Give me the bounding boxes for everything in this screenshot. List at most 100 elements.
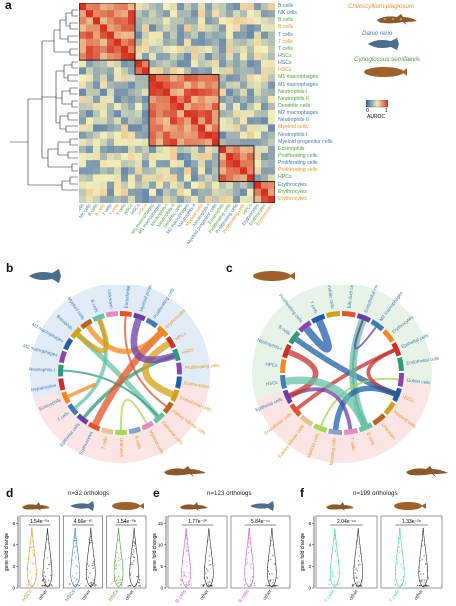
heatmap-cell [149,31,157,40]
violin-point [186,543,188,545]
violin-point [270,579,272,581]
heatmap-cell [205,67,213,75]
heatmap-cell [128,188,136,197]
heatmap-cell [247,67,255,75]
heatmap-cell [114,188,122,197]
violin-ytick: 0 [12,586,15,591]
heatmap-cell [170,31,178,40]
heatmap-cell [107,10,115,18]
heatmap-cell [149,60,157,68]
violin-point [207,584,210,586]
heatmap-cell [149,174,157,182]
heatmap-cell [233,181,241,190]
panel-a-label: a [5,0,12,12]
violin-pvalue: 4.66e⁻¹⁰ [74,519,93,525]
heatmap-cell [156,88,164,97]
circos-segment [156,325,169,338]
heatmap-cell [261,81,269,90]
heatmap-cell [219,17,227,25]
violin-point [244,583,246,585]
heatmap-cell [268,188,275,197]
heatmap-cell [240,17,248,25]
heatmap-cell [219,53,227,61]
heatmap-cell [100,45,108,54]
violin-point [332,575,335,577]
heatmap-cell [170,131,178,140]
heatmap-cell [86,81,94,90]
violin-point [93,561,95,563]
heatmap-cell [100,138,108,147]
circos-segment [170,389,180,403]
heatmap-cell [107,117,115,125]
violin-point [336,554,338,556]
violin-point [75,544,77,547]
heatmap-cell [247,110,255,118]
heatmap-cell [254,110,262,118]
heatmap-cell [205,3,213,11]
violin-point [203,585,205,587]
heatmap-cluster-box [148,73,220,147]
circos-link [67,383,96,399]
heatmap-cell [226,160,234,168]
violin-point [28,580,30,582]
violin-point [37,584,39,586]
heatmap-cell [170,110,178,118]
circos-label: Erythrocytes [184,380,211,389]
circos-segment [282,389,293,404]
violin-point [394,584,396,587]
violin-point [50,574,52,577]
heatmap-cell [86,31,94,40]
heatmap-cell [254,17,262,25]
circos-link [119,398,148,431]
violin-point [183,575,185,577]
heatmap-cell [212,53,220,61]
heatmap-cell [107,88,115,97]
heatmap-cell [191,153,199,161]
heatmap-cell [100,67,108,75]
heatmap-cell [114,74,122,82]
panel-e-title: n=123 orthologs [207,490,252,497]
heatmap-cell [149,145,157,154]
violin-pvalue: 1.54e⁻⁰⁸ [30,519,49,525]
violin-point [112,580,114,582]
heatmap-cell [156,174,164,182]
heatmap-cell [156,45,164,54]
violin-pvalue: 5.84e⁻¹⁹ [251,519,270,525]
heatmap-cell [163,103,171,111]
violin-point [184,575,186,577]
heatmap-cell [240,95,248,104]
circos-segment [87,421,101,432]
heatmap-cell [198,3,206,11]
heatmap-cell [198,60,206,68]
violin-point [50,584,52,586]
circos-link [332,385,397,430]
heatmap-cell [142,81,150,90]
heatmap-cell [247,145,255,154]
violin-xlabel: B cells [237,588,251,604]
violin-point [130,585,132,587]
circos-link [142,340,175,398]
circos-segment [80,318,93,330]
heatmap-cell [240,60,248,68]
heatmap-row-label: Proliferating cells [278,167,318,174]
heatmap-cell [79,117,87,125]
heatmap-cell [268,110,275,118]
heatmap-cell [79,160,87,168]
heatmap-cell [107,60,115,68]
heatmap-cell [156,31,164,40]
heatmap-cell [100,24,108,32]
heatmap-cell [184,24,192,32]
circos-segment [312,423,328,433]
violin-point [400,566,403,568]
heatmap-cell [135,181,143,190]
violin-point [37,580,39,582]
heatmap-cell [163,10,171,18]
heatmap-cell [163,53,171,61]
heatmap-cell [100,74,108,82]
circos-label: HSCs [265,380,278,387]
heatmap-cell [191,81,199,90]
heatmap-cell [184,81,192,90]
heatmap-cell [226,17,234,25]
